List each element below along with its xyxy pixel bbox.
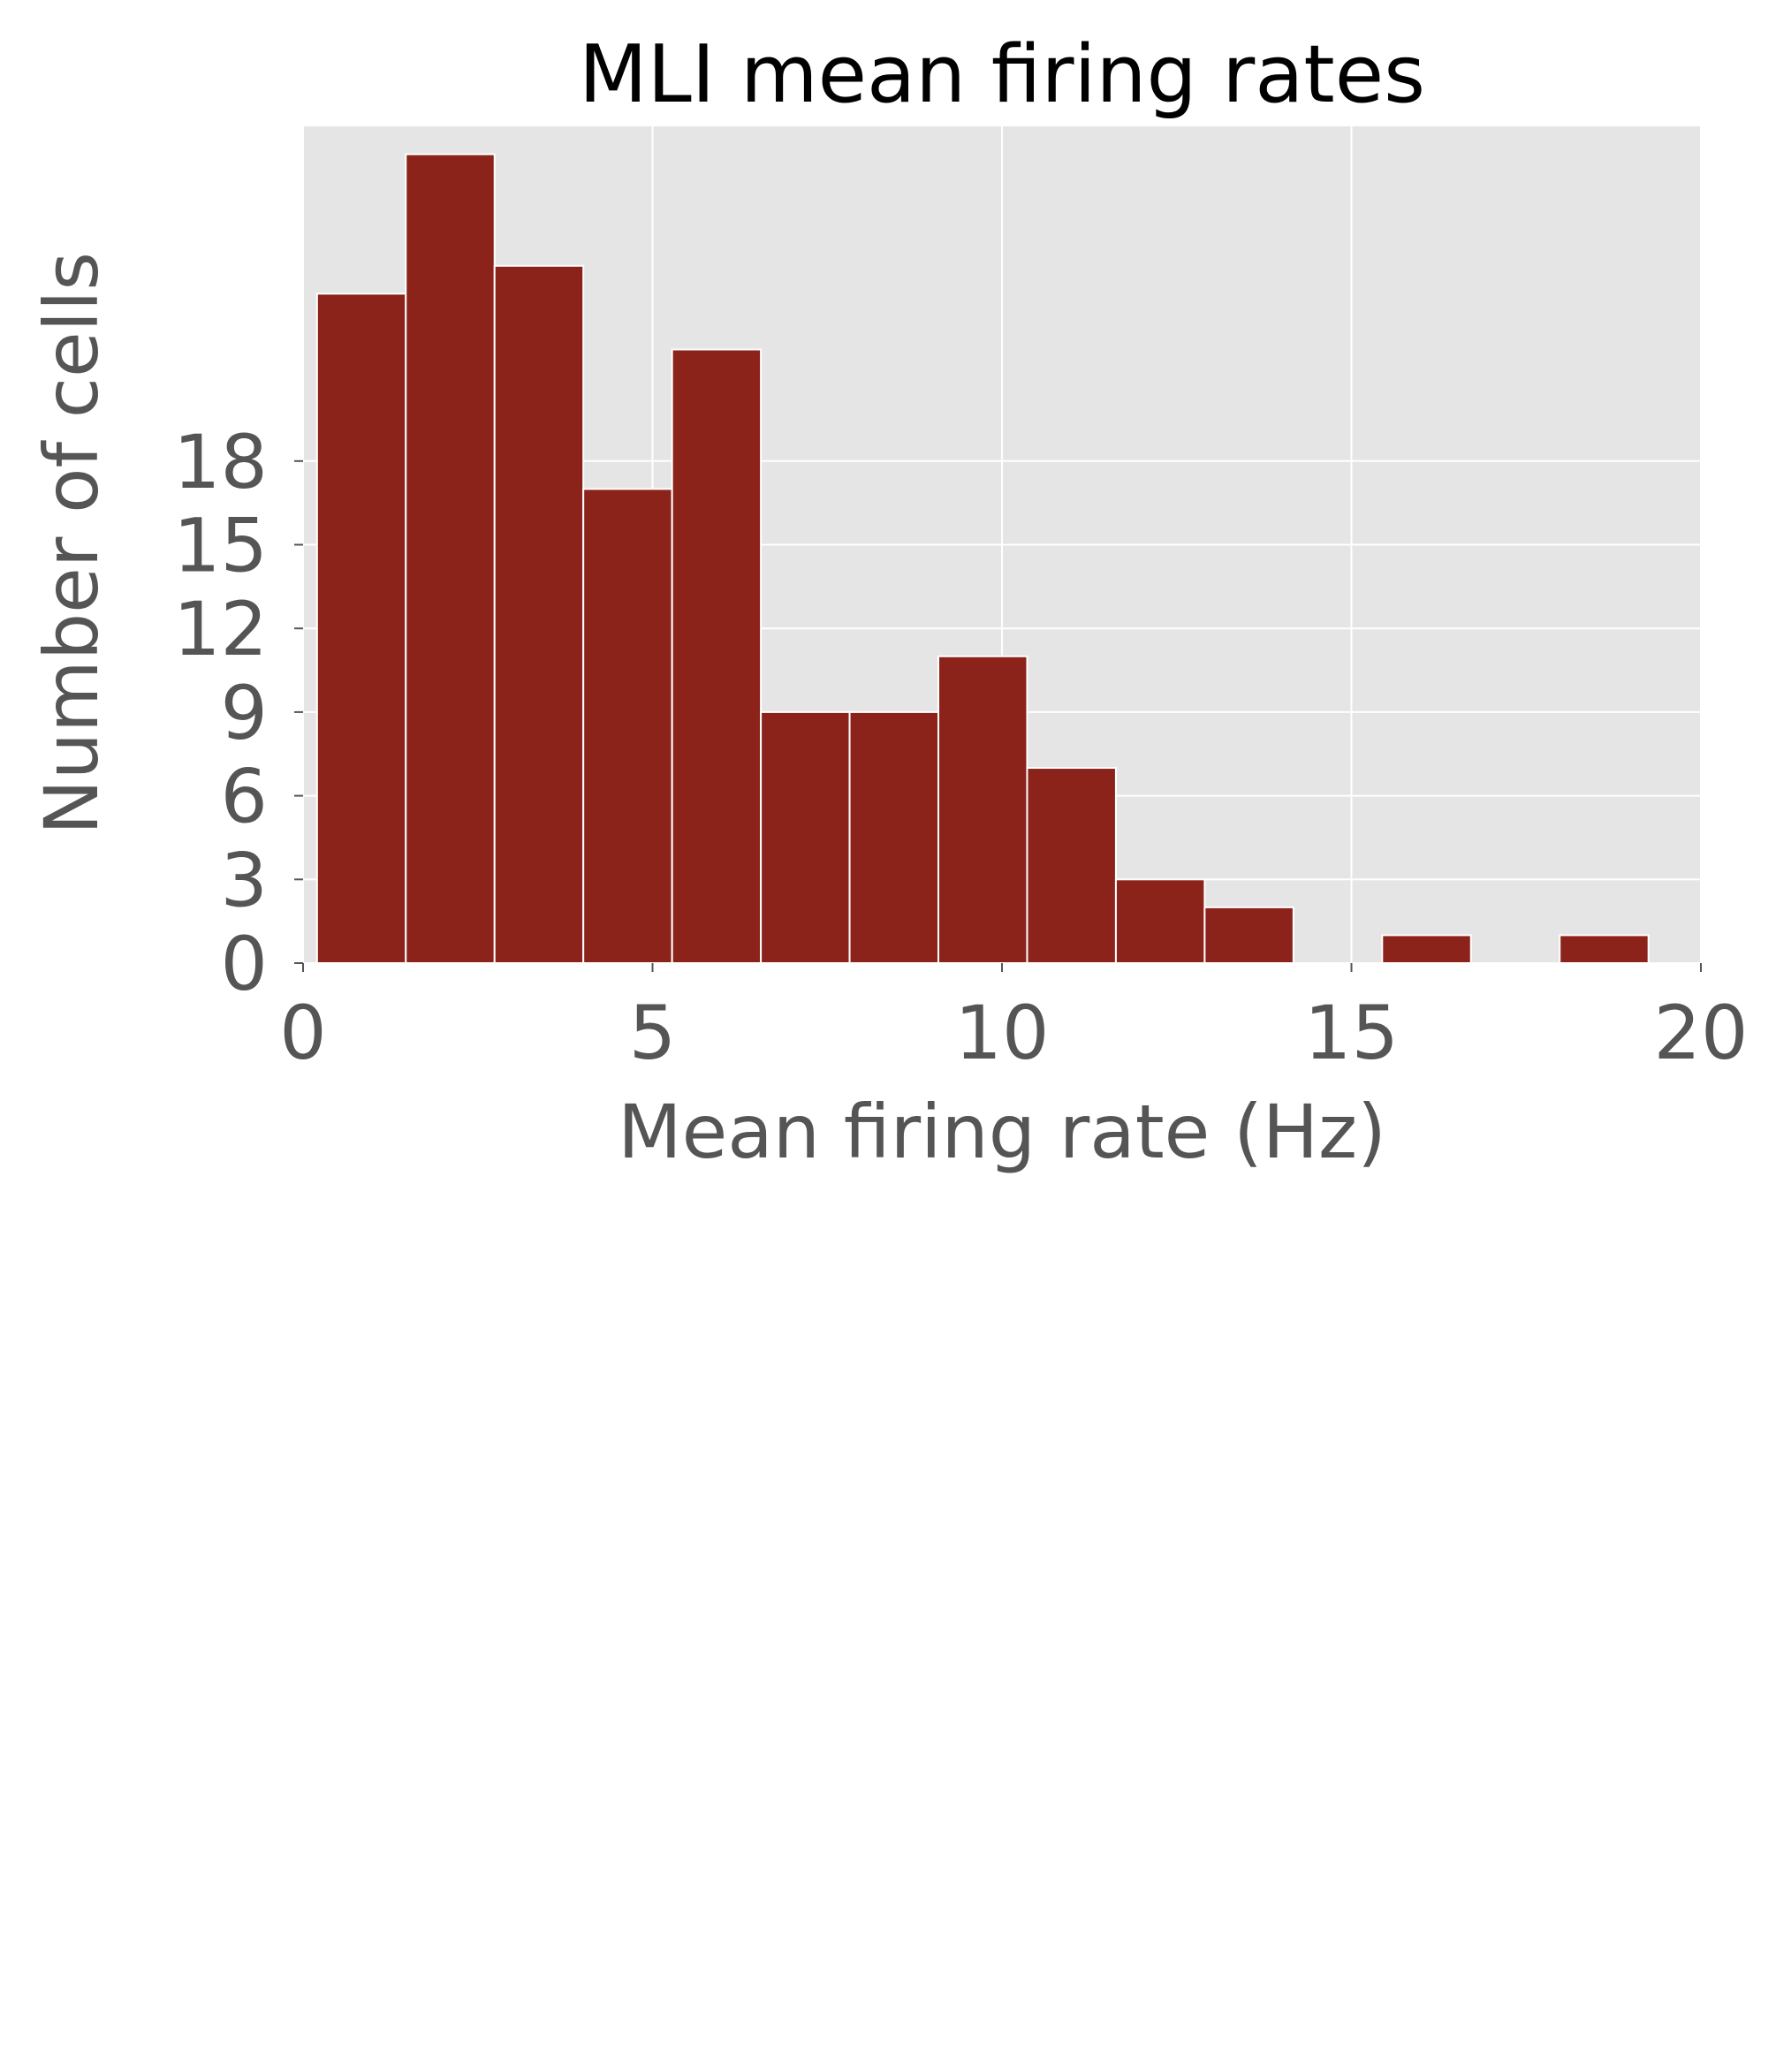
y-tick-label: 0 bbox=[221, 921, 268, 1007]
histogram-bar bbox=[315, 292, 407, 964]
y-tick-label: 15 bbox=[173, 503, 268, 589]
histogram-bar bbox=[1559, 934, 1650, 965]
bars bbox=[315, 153, 1650, 965]
y-axis-label: Number of cells bbox=[28, 252, 115, 835]
chart-title: MLI mean firing rates bbox=[579, 28, 1425, 121]
y-tick-label: 6 bbox=[221, 754, 268, 840]
x-tick-label: 15 bbox=[1304, 990, 1399, 1076]
histogram-bar bbox=[1026, 767, 1117, 964]
histogram-bar bbox=[1381, 934, 1472, 965]
histogram-bar bbox=[405, 153, 496, 965]
histogram-bar bbox=[937, 655, 1028, 964]
x-tick-label: 10 bbox=[955, 990, 1050, 1076]
histogram-bar bbox=[760, 710, 851, 965]
y-tick-label: 12 bbox=[173, 586, 268, 672]
histogram-bar bbox=[671, 348, 763, 964]
histogram-bar bbox=[493, 264, 585, 965]
histogram-bar bbox=[1203, 906, 1294, 965]
x-tick-label: 20 bbox=[1654, 990, 1749, 1076]
x-axis-label: Mean firing rate (Hz) bbox=[618, 1089, 1386, 1175]
y-tick-label: 18 bbox=[173, 419, 268, 505]
x-tick-label: 5 bbox=[629, 990, 676, 1076]
histogram-bar bbox=[582, 488, 673, 964]
y-tick-label: 9 bbox=[221, 670, 268, 756]
y-tick-label: 3 bbox=[221, 837, 268, 923]
histogram-bar bbox=[1114, 878, 1206, 964]
x-tick-label: 0 bbox=[279, 990, 326, 1076]
histogram-bar bbox=[848, 710, 940, 965]
